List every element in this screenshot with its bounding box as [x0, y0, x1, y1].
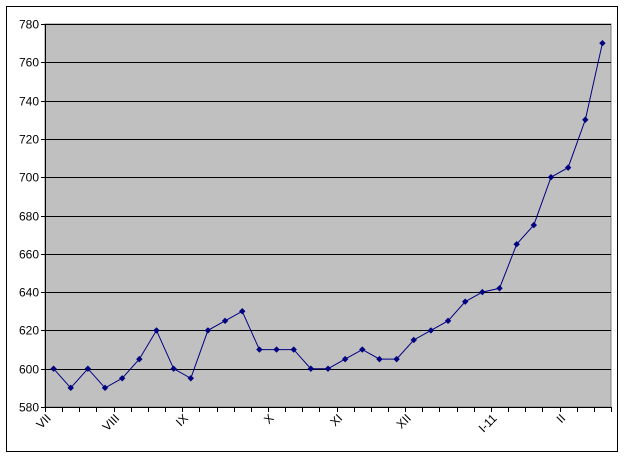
- y-tick-label: 660: [19, 248, 39, 262]
- data-point: [118, 375, 126, 382]
- data-point: [479, 288, 486, 296]
- y-axis: 580 600 620 640 660 680 700 720 740 760 780: [19, 18, 46, 415]
- data-point: [256, 346, 263, 353]
- y-tick-label: 600: [19, 363, 39, 377]
- y-tick-label: 620: [19, 324, 39, 338]
- data-point: [221, 317, 229, 325]
- data-point: [393, 355, 400, 363]
- data-point: [513, 241, 520, 248]
- data-point: [599, 39, 606, 47]
- data-point: [153, 327, 160, 334]
- plot-area: [44, 23, 612, 408]
- data-point: [496, 285, 503, 292]
- y-tick-label: 640: [19, 286, 39, 300]
- data-point: [410, 336, 417, 344]
- data-point: [84, 365, 92, 372]
- y-tick-label: 720: [19, 133, 39, 147]
- data-point: [204, 327, 212, 334]
- y-tick-label: 760: [19, 56, 39, 70]
- data-point: [290, 346, 297, 353]
- data-point: [101, 384, 109, 392]
- data-point: [170, 365, 177, 372]
- y-tick-label: 580: [19, 401, 39, 415]
- data-point: [273, 346, 280, 353]
- y-tick-label: 740: [19, 95, 39, 109]
- data-point: [530, 221, 538, 229]
- y-tick-label: 780: [19, 18, 39, 32]
- y-tick-label: 700: [19, 171, 39, 185]
- data-point: [359, 346, 366, 353]
- data-point: [239, 308, 246, 315]
- data-point: [547, 174, 555, 181]
- y-tick-label: 680: [19, 210, 39, 224]
- data-point: [462, 298, 469, 305]
- data-point: [324, 365, 332, 372]
- data-point: [50, 365, 57, 372]
- data-point: [307, 365, 315, 372]
- data-point: [67, 384, 74, 392]
- data-series: [50, 39, 606, 392]
- data-point: [376, 355, 383, 363]
- gridlines: [45, 24, 611, 370]
- data-point: [444, 317, 452, 325]
- data-point: [564, 164, 572, 171]
- data-point: [341, 355, 349, 363]
- data-point: [136, 355, 143, 363]
- data-point: [582, 116, 589, 123]
- data-point: [427, 327, 435, 334]
- data-point: [187, 375, 194, 382]
